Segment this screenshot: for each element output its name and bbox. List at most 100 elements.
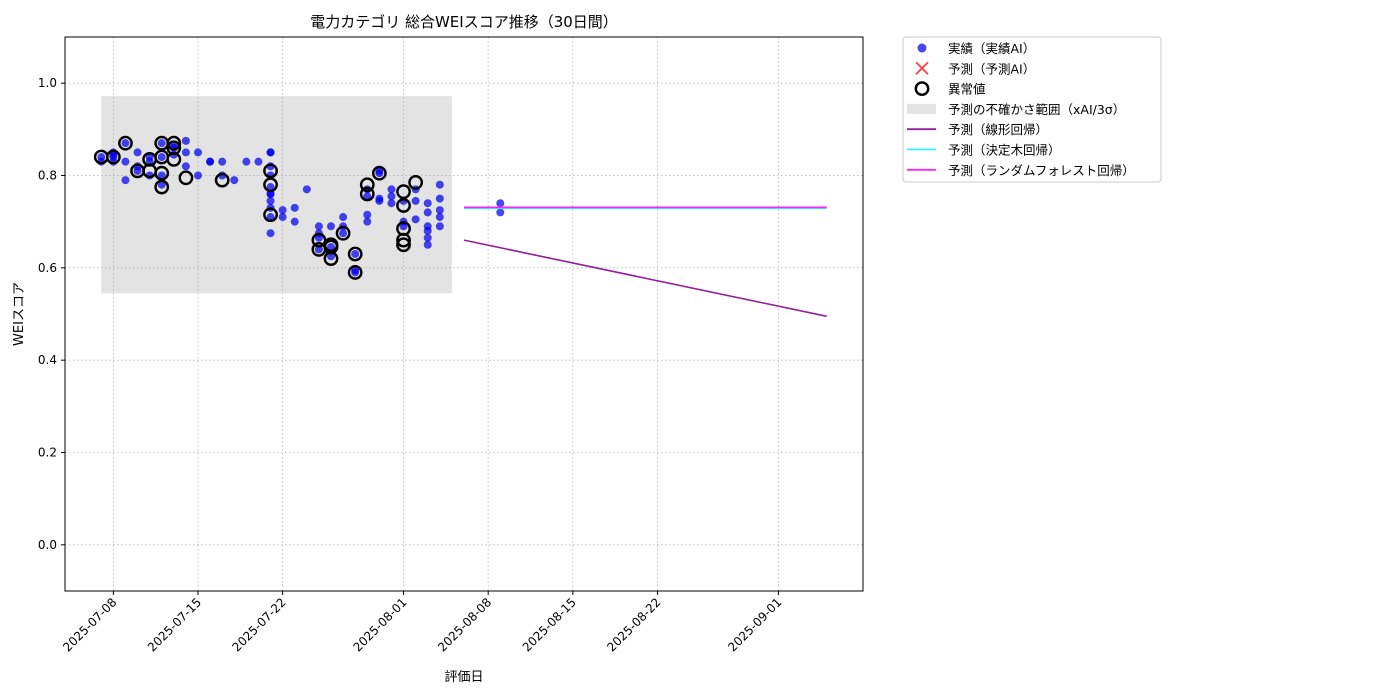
actual-point bbox=[266, 189, 275, 198]
x-tick-label: 2025-07-22 bbox=[230, 595, 289, 654]
actual-point bbox=[496, 208, 505, 217]
actual-point bbox=[435, 206, 444, 215]
legend-symbol-actual bbox=[917, 43, 927, 53]
actual-point bbox=[375, 196, 384, 205]
y-axis-label: WEIスコア bbox=[12, 282, 27, 346]
actual-point bbox=[411, 196, 420, 205]
y-tick-label: 1.0 bbox=[38, 76, 57, 90]
actual-point bbox=[254, 157, 263, 166]
anomaly-marker bbox=[396, 237, 411, 253]
actual-point bbox=[399, 222, 408, 231]
actual-point bbox=[278, 206, 287, 215]
actual-point bbox=[423, 199, 432, 208]
actual-point bbox=[181, 148, 190, 157]
actual-point bbox=[423, 226, 432, 235]
actual-point bbox=[302, 185, 311, 194]
actual-point bbox=[121, 157, 130, 166]
actual-point bbox=[339, 229, 348, 238]
actual-point bbox=[314, 245, 323, 254]
anomaly-marker bbox=[359, 177, 375, 193]
anomaly-marker bbox=[154, 179, 170, 195]
anomaly-marker bbox=[263, 207, 278, 223]
actual-point bbox=[339, 213, 348, 222]
legend-label: 予測（決定木回帰） bbox=[948, 143, 1061, 158]
actual-point bbox=[266, 148, 275, 157]
actual-point bbox=[351, 268, 360, 277]
actual-point bbox=[290, 217, 299, 226]
actual-point bbox=[194, 171, 202, 180]
legend-label: 異常値 bbox=[948, 82, 986, 97]
actual-point bbox=[133, 166, 142, 175]
actual-point bbox=[435, 180, 444, 189]
forecast-line-linear bbox=[463, 239, 827, 318]
actual-point bbox=[351, 249, 360, 258]
anomaly-marker bbox=[178, 170, 194, 186]
anomaly-marker bbox=[263, 177, 278, 193]
actual-point bbox=[423, 233, 432, 242]
actual-point bbox=[290, 203, 299, 212]
actual-point bbox=[363, 217, 372, 226]
legend-label: 実績（実績AI） bbox=[948, 41, 1035, 56]
x-tick-label: 2025-09-01 bbox=[725, 595, 784, 654]
actual-point bbox=[411, 215, 420, 224]
anomaly-marker bbox=[166, 135, 182, 151]
legend-symbol-prediction bbox=[915, 61, 929, 75]
x-tick-label: 2025-07-15 bbox=[145, 595, 204, 654]
actual-point bbox=[145, 153, 154, 162]
y-tick-label: 0.2 bbox=[38, 446, 57, 460]
anomaly-marker bbox=[323, 237, 339, 253]
actual-point bbox=[133, 148, 142, 157]
anomaly-marker bbox=[347, 265, 363, 280]
actual-point bbox=[266, 196, 275, 205]
y-tick-label: 0.6 bbox=[38, 261, 57, 275]
legend-label: 予測の不確かさ範囲（xAI/3σ） bbox=[948, 102, 1125, 117]
actual-point bbox=[423, 208, 432, 217]
actual-point bbox=[435, 222, 444, 231]
actual-point bbox=[206, 157, 215, 166]
actual-point bbox=[157, 171, 166, 180]
actual-point bbox=[387, 185, 396, 194]
actual-point bbox=[387, 199, 396, 208]
actual-point bbox=[266, 229, 275, 238]
actual-point bbox=[218, 157, 227, 166]
anomaly-marker bbox=[396, 198, 411, 213]
legend-label: 予測（ランダムフォレスト回帰） bbox=[948, 163, 1135, 178]
anomaly-marker bbox=[408, 175, 424, 190]
anomaly-marker bbox=[396, 184, 411, 200]
x-tick-label: 2025-08-08 bbox=[435, 595, 494, 654]
actual-point bbox=[242, 157, 251, 166]
actual-point bbox=[278, 213, 287, 222]
anomaly-marker bbox=[214, 172, 230, 188]
plot-frame bbox=[64, 36, 864, 592]
anomaly-marker bbox=[166, 140, 182, 156]
actual-point bbox=[387, 192, 396, 201]
actual-point bbox=[435, 213, 444, 222]
actual-point bbox=[327, 252, 335, 261]
x-tick-label: 2025-08-22 bbox=[604, 595, 663, 654]
actual-point bbox=[363, 210, 372, 219]
actual-point bbox=[181, 162, 190, 171]
actual-point bbox=[327, 222, 335, 231]
legend-label: 予測（線形回帰） bbox=[948, 122, 1048, 137]
anomaly-marker bbox=[118, 135, 133, 151]
actual-point bbox=[157, 139, 166, 148]
actual-point bbox=[157, 153, 166, 162]
anomaly-marker bbox=[371, 165, 387, 181]
actual-point bbox=[181, 136, 190, 145]
actual-point bbox=[423, 240, 432, 249]
anomaly-marker bbox=[263, 163, 278, 179]
actual-point bbox=[363, 192, 372, 201]
x-axis-label: 評価日 bbox=[444, 670, 483, 685]
anomaly-marker bbox=[105, 149, 121, 165]
legend-box bbox=[902, 36, 1162, 183]
plot-area bbox=[65, 37, 863, 591]
actual-point bbox=[194, 148, 202, 157]
actual-point bbox=[121, 176, 130, 185]
actual-point bbox=[266, 213, 275, 222]
legend-symbol-anomaly bbox=[914, 81, 930, 97]
anomaly-marker bbox=[359, 186, 375, 202]
anomaly-marker bbox=[347, 246, 363, 262]
actual-point bbox=[157, 180, 166, 189]
actual-point bbox=[121, 139, 130, 148]
